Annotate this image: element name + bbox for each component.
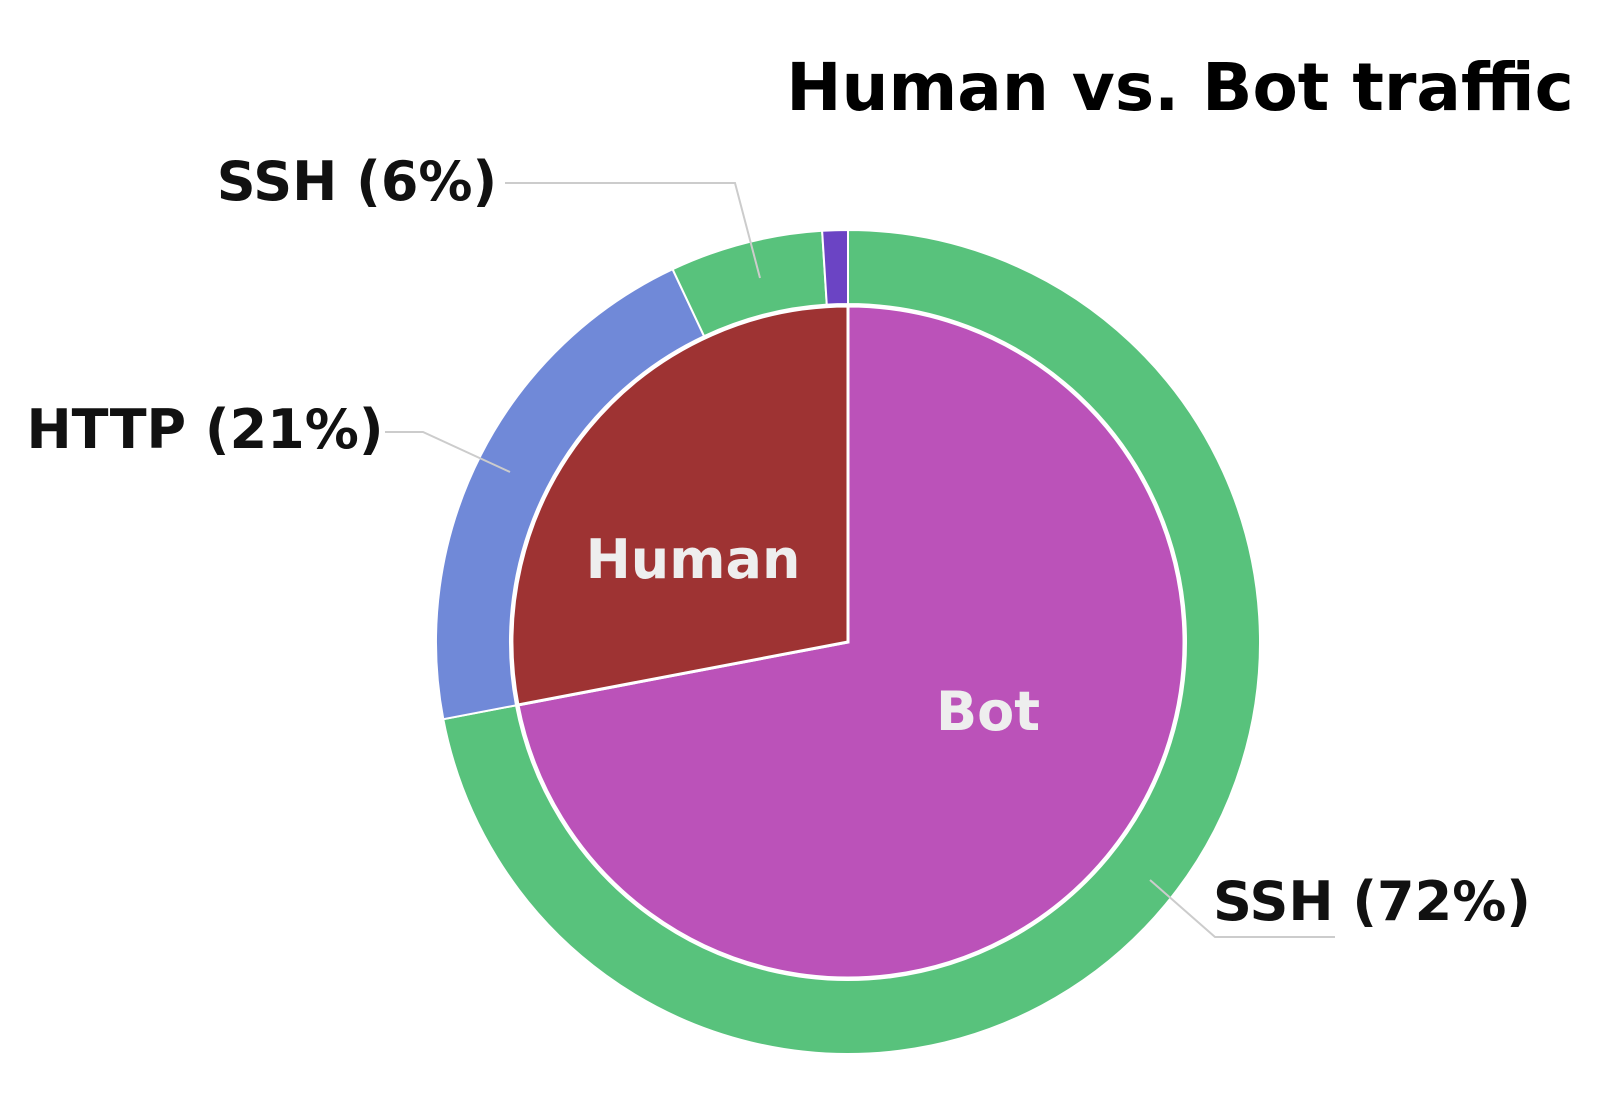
inner-slice-human	[510, 304, 850, 707]
outer-ring	[435, 228, 1261, 1055]
outer-slice-other-3	[821, 228, 849, 306]
outer-label-http-1: HTTP (21%)	[26, 398, 383, 461]
inner-label-bot: Bot	[936, 680, 1040, 743]
inner-pie	[510, 304, 1186, 980]
inner-label-human: Human	[586, 528, 801, 591]
outer-label-ssh-2: SSH (6%)	[217, 150, 497, 213]
slice-labels: Human Bot SSH (72%) HTTP (21%) SSH (6%)	[26, 150, 1531, 933]
chart-title: Human vs. Bot traffic	[786, 49, 1573, 126]
leader-line-0	[1149, 879, 1335, 938]
inner-slice-bot	[516, 304, 1186, 980]
leader-lines	[385, 182, 1335, 938]
outer-label-ssh-0: SSH (72%)	[1213, 870, 1531, 933]
outer-slice-ssh-0	[442, 228, 1261, 1055]
leader-line-1	[385, 431, 511, 473]
leader-line-2	[505, 182, 761, 279]
